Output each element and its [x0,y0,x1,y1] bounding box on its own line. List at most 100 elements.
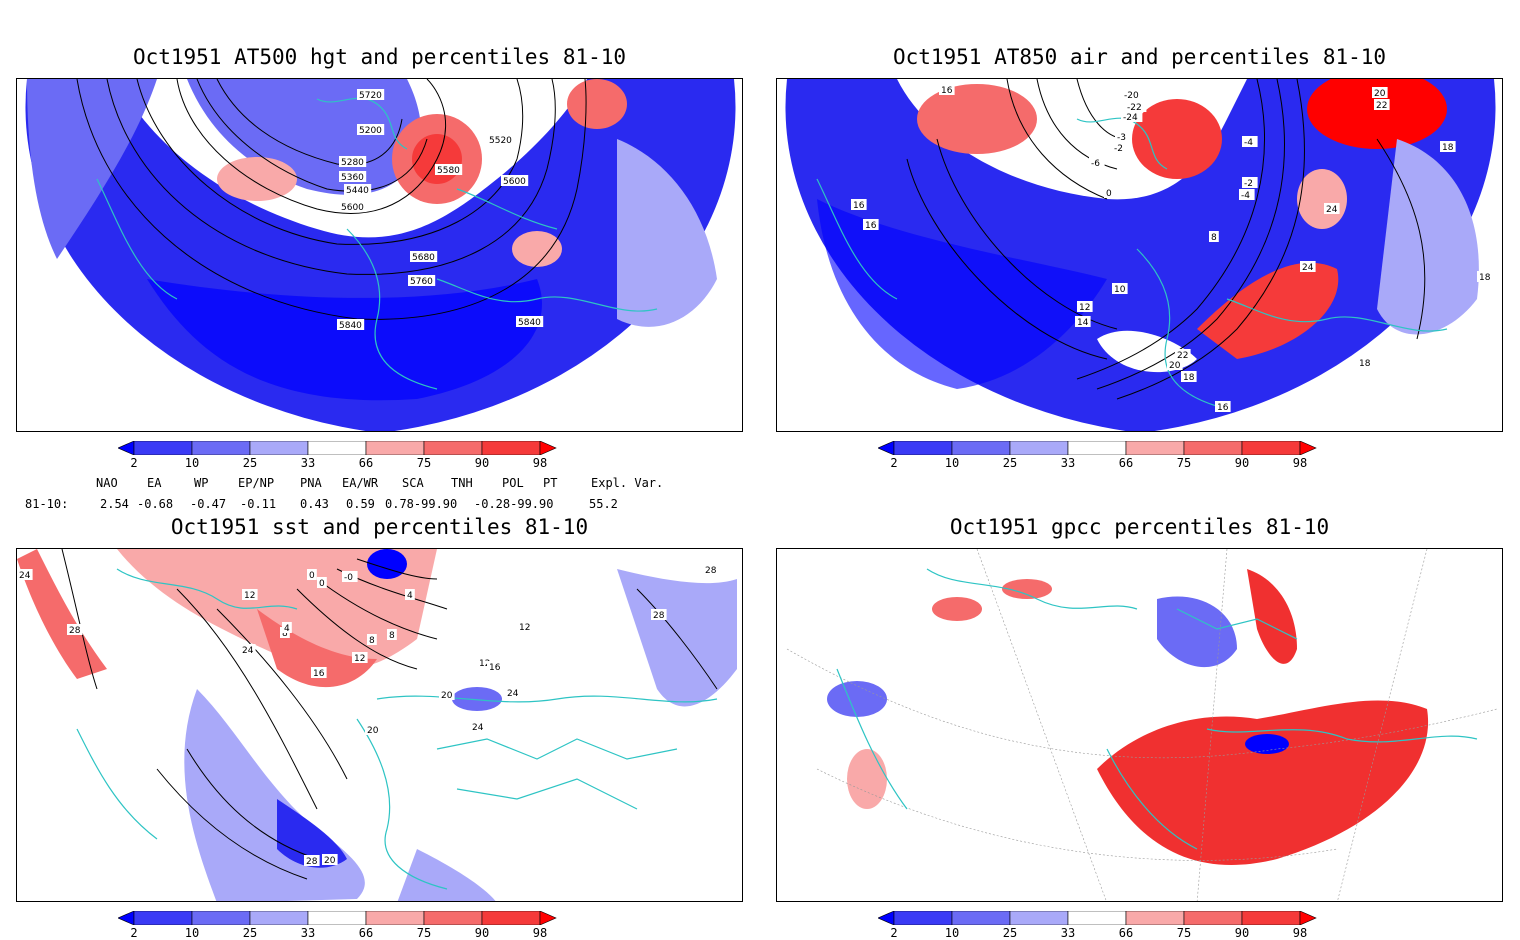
contour-label: 12 [519,623,530,633]
contour-label-bg [339,156,367,167]
colorbar-tick-label: 98 [1292,926,1308,940]
contour-label-bg [1242,177,1258,188]
contour-label: 28 [653,611,665,621]
index-value: 2.54 [100,497,129,511]
map-panel-air: 16 -20 -22 -24 -4 -3 -2 -6 0 20 22 18 24 16 16 18 10 12 14… [776,78,1503,432]
index-value: 0.43 [300,497,329,511]
contour-label: 24 [242,646,254,656]
contour-label-bg [410,251,438,262]
index-value: 0.78-99.90 [385,497,458,511]
colorbar-segment [1299,911,1317,925]
colorbar-tick-label: 90 [474,456,490,470]
contour-label-bg [1374,99,1390,110]
colorbar-sst [118,911,557,925]
contour-label: -3 [1117,133,1126,143]
colorbar-segment [951,911,1011,925]
colorbar-segment [1009,911,1069,925]
contour-label-bg [939,84,955,95]
map-panel-hgt: 5720 5200 5520 5280 5360 5440 5580 5600 5600 5680… [16,78,743,432]
colorbar-tick-label: 66 [358,456,374,470]
contour-label-bg [242,589,258,600]
colorbar-segment [118,441,135,455]
contour-label-bg [505,687,521,698]
contour-label-bg [357,124,385,135]
contour-label: 8 [282,629,288,639]
contour-label: 20 [1374,89,1386,99]
contour-label: 10 [1114,285,1126,295]
contour-label-bg [435,164,463,175]
contour-label: 5680 [412,253,435,263]
contour-label: 5580 [437,166,460,176]
contour-label-bg [322,854,338,865]
contour-label-bg [851,199,867,210]
contour-label: 22 [1376,101,1387,111]
contour-label-bg [357,89,385,100]
index-header: NAO [96,476,118,490]
colorbar-segment [539,441,557,455]
contour-label-bg [304,855,320,866]
contour-label: 20 [441,691,453,701]
index-header: PNA [300,476,322,490]
index-header: POL [502,476,524,490]
contour-labels-hgt: 5720 5200 5520 5280 5360 5440 5580 5600 5600 5680… [337,89,544,331]
contour-label: 12 [479,659,490,669]
colorbar-segment [1125,911,1185,925]
map-hgt: 5720 5200 5520 5280 5360 5440 5580 5600 5600 5680… [25,79,736,431]
contour-label-bg [1112,283,1128,294]
contour-label: 24 [19,571,31,581]
contour-label-bg [1440,141,1456,152]
contour-label-bg [1121,111,1143,122]
colorbar-labels-gpcc: 2 10 25 33 66 75 90 98 [878,926,1402,940]
contour-label: 18 [1479,273,1491,283]
contour-label-bg [470,721,486,732]
colorbar-tick-label: 25 [1002,456,1018,470]
contour-label: 5760 [410,277,433,287]
contour-label: 5360 [341,173,364,183]
contour-label: 0 [309,571,315,581]
contour-label: 5720 [359,91,382,101]
contour-label-bg [1357,357,1373,368]
colorbar-tick-label: 25 [1002,926,1018,940]
contour-label-bg [703,564,719,575]
index-header: TNH [451,476,473,490]
index-value: 55.2 [589,497,618,511]
map-panel-gpcc [776,548,1503,902]
colorbar-segment [878,441,895,455]
contour-label: 24 [507,689,519,699]
colorbar-tick-label: 66 [1118,926,1134,940]
contour-label-bg [1075,316,1091,327]
index-header: WP [194,476,209,490]
contour-label: 5200 [359,126,382,136]
colorbar-segment [1299,441,1317,455]
contour-label-bg [344,184,372,195]
contour-label: 5600 [341,203,364,213]
contour-label: 24 [1302,263,1314,273]
colorbar-tick-label: 25 [242,456,258,470]
contour-label: 16 [313,669,325,679]
colorbar-tick-label: 10 [184,926,200,940]
contour-label: 0 [319,579,325,589]
colorbar-segment [118,911,135,925]
colorbar-tick-label: 10 [944,456,960,470]
colorbar-gpcc [878,911,1317,925]
index-header: EA [147,476,162,490]
contour-label: 8 [369,636,375,646]
colorbar-segment [1241,911,1301,925]
colorbar-segment [951,441,1011,455]
contour-label: 5840 [339,321,362,331]
colorbar-segment [133,911,193,925]
contour-label-bg [439,689,455,700]
index-headers: NAO EA WP EP/NP PNA EA/WR SCA TNH POL PT… [0,476,760,492]
colorbar-tick-label: 75 [1176,926,1192,940]
contour-label: 18 [1359,359,1371,369]
contour-label-bg [1477,271,1493,282]
colorbar-tick-label: 33 [300,456,316,470]
index-value: -0.28-99.90 [474,497,554,511]
contour-label-bg [501,175,529,186]
contour-label-bg [337,319,365,330]
index-value: -0.11 [240,497,277,511]
index-header: Expl. Var. [591,476,664,490]
colorbar-segment [133,441,193,455]
contour-label: 20 [324,856,336,866]
contour-label-bg [477,657,493,668]
